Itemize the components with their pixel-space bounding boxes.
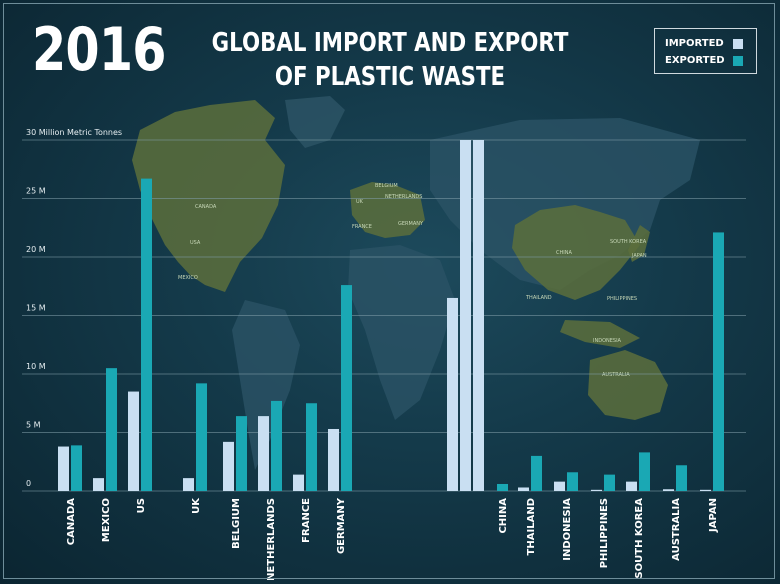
bar-imported: [58, 446, 69, 491]
bar-imported: [293, 474, 304, 491]
legend: IMPORTED EXPORTED: [654, 28, 757, 74]
x-tick-label: CANADA: [66, 498, 77, 545]
y-tick-label: 15 M: [26, 304, 46, 313]
x-tick-label: PHILIPPINES: [599, 498, 610, 568]
bar-exported: [71, 445, 82, 491]
legend-item-imported: IMPORTED: [665, 37, 755, 51]
map-asia: [430, 118, 700, 290]
bar-exported-china: [497, 483, 508, 491]
bar-imported: [183, 478, 194, 491]
bar-imported: [663, 489, 674, 491]
bar-exported: [306, 403, 317, 491]
x-tick-label: THAILAND: [526, 498, 537, 555]
bar-imported: [591, 489, 602, 491]
map-label: FRANCE: [352, 224, 372, 230]
x-tick-label: FRANCE: [301, 498, 312, 543]
map-se-asia: [560, 320, 640, 348]
bar-imported: [258, 416, 269, 491]
bar-exported: [604, 474, 615, 491]
bar-imported-china-overflow: [473, 140, 484, 491]
map-label: NETHERLANDS: [385, 194, 422, 200]
y-tick-label: 0: [26, 479, 31, 488]
map-label: GERMANY: [398, 221, 424, 227]
bar-exported: [676, 465, 687, 491]
y-tick-label: 10 M: [26, 362, 46, 371]
bar-exported: [196, 383, 207, 491]
world-map: [132, 96, 700, 470]
year-heading: 2016: [32, 15, 166, 85]
map-label: CANADA: [195, 204, 217, 210]
x-tick-label: INDONESIA: [562, 498, 573, 561]
x-tick-label: CHINA: [498, 498, 509, 534]
x-tick-label: UK: [191, 497, 202, 514]
y-tick-label: 20 M: [26, 245, 46, 254]
bar-exported: [567, 472, 578, 491]
y-axis-ticks: 0 5 M 10 M 15 M 20 M 25 M 30 Million Metric To…: [26, 128, 122, 488]
bar-imported: [626, 481, 637, 491]
y-tick-label: 5 M: [26, 421, 41, 430]
x-axis-labels: CANADA MEXICO US UK BELGIUM NETHERLANDS FRANCE…: [66, 497, 719, 581]
bar-exported: [341, 285, 352, 491]
bar-imported: [518, 487, 529, 491]
frame-border: [3, 3, 775, 579]
map-greenland: [285, 96, 345, 148]
bar-exported: [713, 232, 724, 491]
map-label: PHILIPPINES: [607, 296, 637, 302]
x-tick-label: GERMANY: [336, 497, 347, 554]
map-label: BELGIUM: [375, 183, 398, 189]
legend-label-imported: IMPORTED: [665, 38, 724, 49]
map-south-america: [232, 300, 300, 470]
bar-exported: [236, 416, 247, 491]
map-africa: [348, 245, 455, 420]
map-australia: [588, 350, 668, 420]
bar-imported: [700, 489, 711, 491]
x-tick-label: US: [136, 498, 147, 513]
bar-exported: [271, 400, 282, 491]
map-label: USA: [190, 240, 201, 246]
x-tick-label: BELGIUM: [231, 498, 242, 549]
bar-imported: [554, 481, 565, 491]
bar-imported-china: [447, 297, 458, 491]
x-tick-label: AUSTRALIA: [671, 498, 682, 561]
bar-imported: [328, 428, 339, 491]
title-line-2: OF PLASTIC WASTE: [274, 62, 506, 92]
map-labels: CANADA USA MEXICO UK BELGIUM NETHERLANDS FRANC…: [178, 183, 647, 378]
bar-exported: [531, 455, 542, 491]
map-label: CHINA: [556, 250, 572, 256]
bar-imported: [93, 478, 104, 491]
bar-imported: [223, 441, 234, 491]
y-tick-label: 25 M: [26, 187, 46, 196]
bar-exported: [141, 178, 152, 492]
x-tick-label: MEXICO: [101, 498, 112, 542]
map-north-america: [132, 100, 285, 292]
map-label: MEXICO: [178, 275, 198, 281]
bar-imported-china-overflow: [460, 140, 471, 491]
legend-label-exported: EXPORTED: [665, 55, 725, 66]
bar-exported: [639, 452, 650, 491]
title-line-1: GLOBAL IMPORT AND EXPORT: [211, 28, 569, 58]
x-tick-label: NETHERLANDS: [266, 498, 277, 581]
y-tick-label: 30 Million Metric Tonnes: [26, 128, 122, 137]
map-label: THAILAND: [525, 295, 552, 301]
map-label: JAPAN: [631, 253, 647, 259]
map-label: AUSTRALIA: [602, 372, 630, 378]
bar-exported: [106, 368, 117, 491]
x-tick-label: JAPAN: [708, 498, 719, 533]
x-tick-label: SOUTH KOREA: [634, 498, 645, 579]
map-label: INDONESIA: [593, 338, 622, 344]
legend-swatch-exported: [733, 56, 743, 66]
map-east-asia: [512, 205, 640, 300]
legend-item-exported: EXPORTED: [665, 54, 755, 68]
map-europe: [350, 182, 425, 238]
chart-bars: [58, 140, 724, 492]
legend-swatch-imported: [733, 39, 743, 49]
bar-imported: [128, 391, 139, 491]
map-label: SOUTH KOREA: [610, 239, 647, 245]
map-japan: [628, 225, 650, 262]
map-label: UK: [356, 199, 364, 205]
